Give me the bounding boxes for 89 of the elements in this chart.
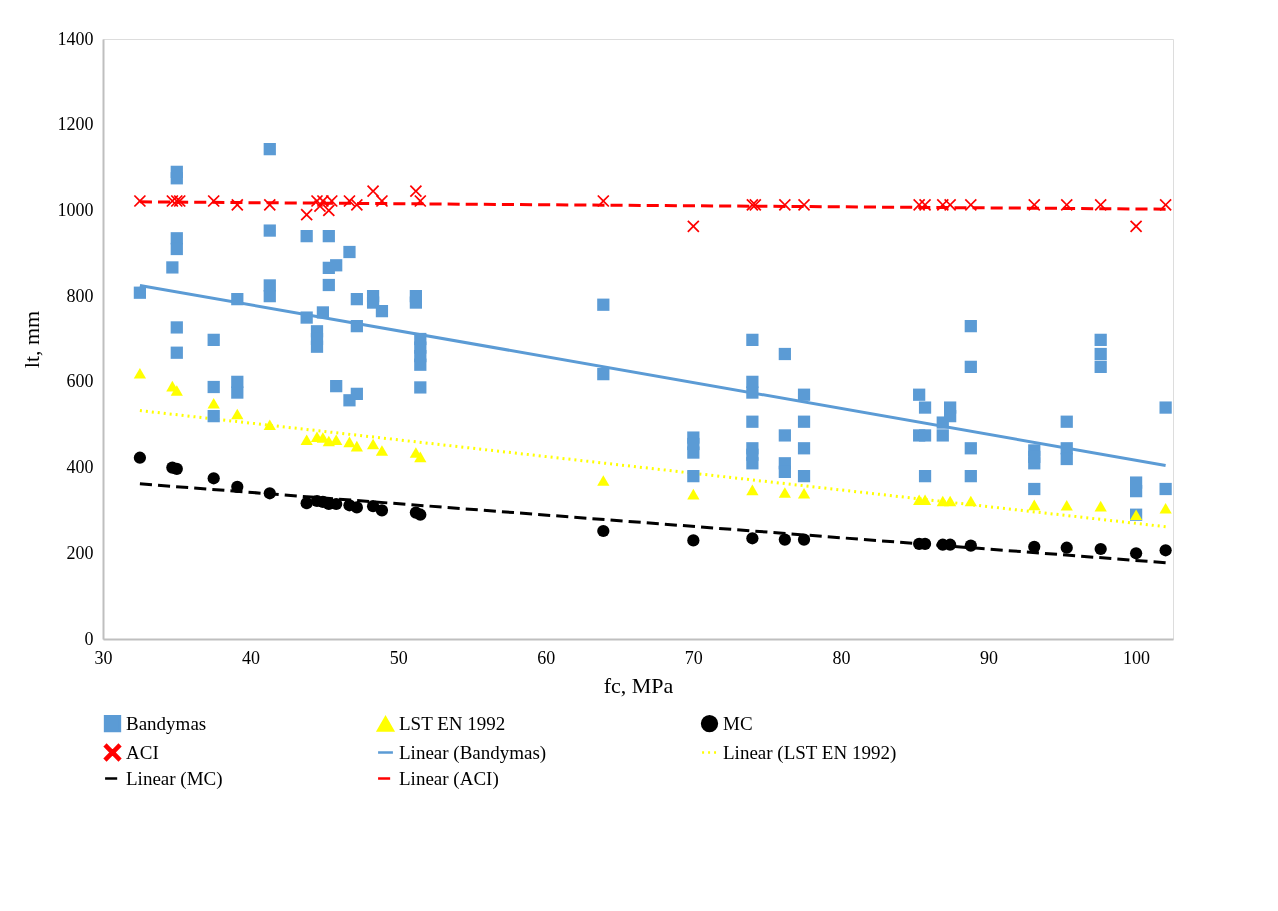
point [778, 533, 791, 546]
point [300, 434, 313, 446]
point [597, 524, 610, 538]
legend-label: Bandymas [126, 712, 207, 734]
point [231, 480, 244, 493]
point [207, 472, 220, 485]
point [350, 440, 363, 452]
x-tick-label: 100 [1123, 647, 1151, 668]
point [964, 495, 977, 507]
point [133, 367, 147, 379]
point [1094, 542, 1107, 556]
point [375, 194, 389, 208]
point [1159, 544, 1172, 557]
point [1060, 198, 1073, 211]
point [330, 497, 343, 511]
x-tick-label: 40 [242, 647, 261, 668]
point [322, 204, 335, 217]
point [944, 495, 957, 507]
y-tick-label: 200 [66, 542, 94, 563]
point [778, 487, 791, 498]
legend-label: Linear (ACI) [399, 767, 499, 790]
point [170, 385, 183, 396]
legend-label: LST EN 1992 [399, 713, 506, 735]
point [263, 487, 276, 500]
legend-label: Linear (LST EN 1992) [723, 741, 897, 764]
legend-label: Linear (MC) [126, 767, 223, 790]
point [597, 475, 610, 486]
y-tick-label: 600 [66, 371, 94, 392]
point [1060, 541, 1073, 554]
point [1028, 499, 1041, 511]
y-tick-label: 0 [84, 628, 94, 649]
point [263, 419, 276, 431]
point [231, 408, 244, 420]
point [1129, 220, 1143, 233]
point [918, 198, 932, 211]
point [263, 198, 276, 211]
point [414, 508, 427, 521]
legend-label: Linear (Bandymas) [399, 741, 547, 764]
point [300, 208, 313, 221]
y-tick-label: 1400 [57, 28, 94, 49]
point [797, 533, 811, 546]
point [687, 488, 700, 500]
point [366, 438, 380, 450]
point [746, 484, 759, 496]
y-tick-label: 400 [66, 457, 94, 478]
y-tick-label: 1000 [57, 199, 94, 220]
y-tick-label: 1200 [57, 114, 94, 135]
y-axis-title: lt, mm [18, 310, 44, 369]
legend-label: MC [723, 712, 753, 734]
point [375, 445, 389, 456]
point [797, 198, 811, 211]
x-axis-title: fc, MPa [603, 672, 674, 698]
point [1028, 540, 1041, 553]
x-tick-label: 30 [94, 647, 113, 668]
point [366, 185, 380, 198]
point [350, 198, 363, 211]
point [231, 198, 244, 211]
point [1028, 198, 1041, 211]
legend-label: ACI [126, 741, 159, 763]
point [964, 539, 977, 552]
point [133, 451, 147, 464]
point [797, 487, 811, 499]
point [1060, 499, 1073, 511]
point [343, 436, 356, 448]
x-tick-label: 90 [980, 647, 999, 668]
point [207, 397, 220, 409]
point [300, 497, 313, 510]
point [964, 198, 977, 211]
point [409, 185, 423, 198]
point [350, 501, 363, 514]
point [1094, 500, 1107, 512]
y-tick-label: 800 [66, 285, 94, 306]
point [746, 532, 759, 545]
point [1094, 198, 1107, 211]
point [1159, 502, 1172, 514]
point [316, 194, 330, 208]
point [687, 534, 700, 547]
point [1129, 547, 1143, 560]
x-tick-label: 70 [684, 647, 703, 668]
point [366, 500, 380, 513]
point [133, 194, 147, 208]
x-tick-label: 80 [832, 647, 851, 668]
point [778, 198, 791, 211]
point [687, 220, 700, 233]
x-tick-label: 60 [537, 647, 556, 668]
point [414, 451, 427, 463]
x-tick-label: 50 [389, 647, 408, 668]
point [375, 504, 389, 517]
point [944, 198, 957, 211]
